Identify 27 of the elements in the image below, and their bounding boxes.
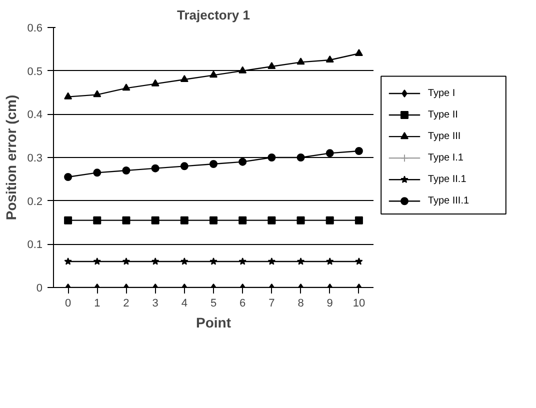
chart-title: Trajectory 1 — [177, 8, 250, 22]
legend-label: Type III.1 — [428, 196, 470, 207]
legend-label: Type II — [428, 110, 458, 121]
legend-label: Type III — [428, 131, 461, 142]
y-tick-label: 0.5 — [27, 66, 43, 78]
x-tick-label: 1 — [94, 298, 100, 310]
y-tick-label: 0.1 — [27, 239, 43, 252]
x-axis-title: Point — [196, 314, 232, 330]
x-tick-label: 0 — [64, 298, 72, 310]
legend-label: Type I — [428, 88, 456, 100]
x-tick-label: 10 — [352, 298, 366, 310]
legend-label: Type I.1 — [428, 152, 464, 164]
y-tick-label: 0.3 — [27, 152, 43, 164]
y-tick-label: 0.4 — [27, 109, 43, 122]
legend-label: Type II.1 — [428, 174, 467, 186]
x-tick-label: 3 — [152, 298, 158, 310]
y-tick-label: 0.6 — [27, 22, 43, 34]
x-tick-label: 9 — [326, 298, 333, 310]
x-tick-label: 5 — [210, 298, 217, 310]
y-axis-title: Position error (cm) — [3, 94, 20, 220]
x-tick-label: 8 — [298, 298, 304, 310]
y-tick-label: 0.2 — [27, 196, 43, 208]
x-tick-label: 4 — [181, 298, 188, 310]
x-tick-label: 2 — [123, 298, 130, 310]
x-tick-label: 6 — [240, 298, 246, 310]
y-tick-label: 0 — [36, 282, 43, 294]
x-tick-label: 7 — [268, 298, 275, 310]
